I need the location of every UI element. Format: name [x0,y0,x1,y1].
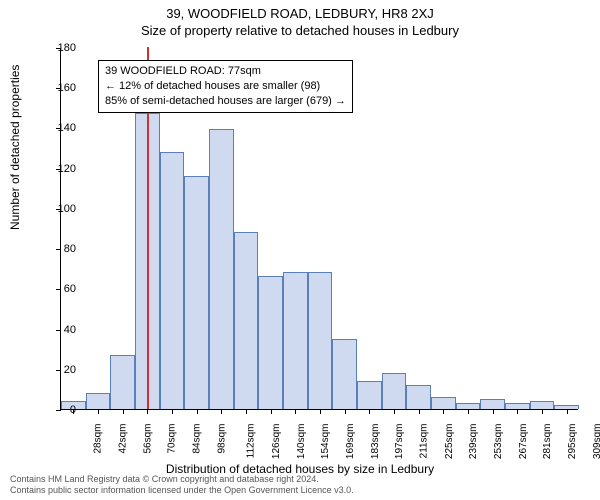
xtick-label: 140sqm [296,424,307,460]
ytick-label: 100 [58,203,76,215]
xtick-label: 183sqm [370,424,381,460]
xtick-label: 98sqm [216,424,227,454]
xtick-label: 197sqm [394,424,405,460]
ytick-label: 60 [64,283,76,295]
xtick-mark [123,409,124,414]
xtick-label: 211sqm [418,424,429,459]
ytick-label: 160 [58,82,76,94]
histogram-bar [209,129,234,409]
xtick-label: 28sqm [93,424,104,454]
ytick-label: 20 [64,364,76,376]
ytick-label: 0 [70,404,76,416]
info-line-1: 39 WOODFIELD ROAD: 77sqm [105,64,346,79]
ytick-label: 120 [58,163,76,175]
xtick-mark [147,409,148,414]
xtick-label: 225sqm [444,424,455,460]
xtick-label: 112sqm [246,424,257,459]
info-line-3: 85% of semi-detached houses are larger (… [105,94,346,109]
page-title-1: 39, WOODFIELD ROAD, LEDBURY, HR8 2XJ [0,0,600,21]
page-title-2: Size of property relative to detached ho… [0,21,600,38]
histogram-bar [234,232,259,409]
xtick-mark [295,409,296,414]
histogram-bar [258,276,283,409]
ytick-label: 80 [64,243,76,255]
xtick-label: 70sqm [167,424,178,454]
ytick-mark [56,410,61,411]
xtick-mark [443,409,444,414]
xtick-label: 84sqm [192,424,203,454]
xtick-label: 126sqm [271,424,282,460]
xtick-mark [345,409,346,414]
ytick-mark [56,249,61,250]
footer-line-1: Contains HM Land Registry data © Crown c… [10,474,354,485]
xtick-mark [271,409,272,414]
xtick-mark [493,409,494,414]
histogram-bar [110,355,135,409]
xtick-mark [246,409,247,414]
ytick-label: 140 [58,122,76,134]
info-box: 39 WOODFIELD ROAD: 77sqm ← 12% of detach… [98,60,353,113]
ytick-label: 180 [58,42,76,54]
footer: Contains HM Land Registry data © Crown c… [10,474,354,496]
xtick-mark [394,409,395,414]
histogram-bar [184,176,209,409]
xtick-label: 56sqm [142,424,153,454]
histogram-bar [308,272,333,409]
histogram-bar [382,373,407,409]
xtick-label: 267sqm [518,424,529,460]
histogram-bar [357,381,382,409]
ytick-mark [56,289,61,290]
xtick-mark [172,409,173,414]
xtick-label: 295sqm [567,424,578,460]
info-line-2: ← 12% of detached houses are smaller (98… [105,79,346,94]
xtick-label: 154sqm [320,424,331,460]
xtick-mark [320,409,321,414]
histogram-bar [332,339,357,409]
histogram-bar [406,385,431,409]
xtick-label: 309sqm [592,424,600,460]
histogram-bar [431,397,456,409]
ytick-mark [56,370,61,371]
xtick-mark [221,409,222,414]
histogram-bar [160,152,185,409]
xtick-label: 239sqm [468,424,479,460]
histogram-bar [283,272,308,409]
xtick-mark [517,409,518,414]
xtick-mark [98,409,99,414]
xtick-mark [567,409,568,414]
y-axis-label: Number of detached properties [8,65,22,230]
xtick-mark [197,409,198,414]
xtick-label: 253sqm [493,424,504,460]
histogram-bar [86,393,111,409]
xtick-mark [369,409,370,414]
chart-area: 39 WOODFIELD ROAD: 77sqm ← 12% of detach… [60,48,578,410]
ytick-label: 40 [64,324,76,336]
xtick-label: 42sqm [118,424,129,454]
xtick-label: 169sqm [345,424,356,460]
ytick-mark [56,330,61,331]
xtick-mark [419,409,420,414]
footer-line-2: Contains public sector information licen… [10,485,354,496]
histogram-bar [480,399,505,409]
histogram-bar [530,401,555,409]
xtick-mark [542,409,543,414]
xtick-label: 281sqm [542,424,553,460]
xtick-mark [468,409,469,414]
